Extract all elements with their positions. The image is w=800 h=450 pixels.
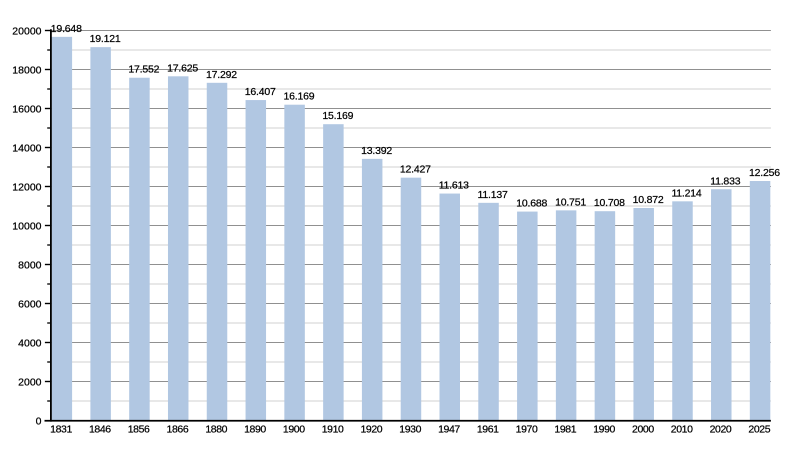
svg-text:1831: 1831 [50, 423, 72, 435]
svg-text:2010: 2010 [671, 423, 693, 435]
svg-text:2000: 2000 [18, 377, 42, 389]
svg-text:10.688: 10.688 [516, 198, 547, 210]
svg-text:16.407: 16.407 [245, 86, 276, 98]
svg-text:1856: 1856 [128, 423, 150, 435]
svg-text:1880: 1880 [205, 423, 227, 435]
svg-text:1920: 1920 [360, 423, 382, 435]
svg-text:1930: 1930 [399, 423, 421, 435]
svg-text:1981: 1981 [554, 423, 576, 435]
svg-text:0: 0 [36, 416, 42, 428]
svg-text:1866: 1866 [167, 423, 189, 435]
svg-text:15.169: 15.169 [322, 110, 353, 122]
svg-text:11.137: 11.137 [477, 189, 507, 201]
svg-text:1846: 1846 [89, 423, 111, 435]
svg-text:10.872: 10.872 [633, 194, 664, 206]
svg-text:1947: 1947 [438, 423, 460, 435]
svg-text:12000: 12000 [12, 182, 41, 194]
svg-text:1990: 1990 [593, 423, 615, 435]
svg-text:10000: 10000 [12, 221, 41, 233]
svg-text:2000: 2000 [632, 423, 654, 435]
svg-text:8000: 8000 [18, 260, 42, 272]
svg-text:6000: 6000 [18, 299, 42, 311]
svg-text:1970: 1970 [516, 423, 538, 435]
svg-text:1910: 1910 [322, 423, 344, 435]
svg-text:17.292: 17.292 [206, 69, 237, 81]
svg-text:11.613: 11.613 [439, 180, 469, 192]
svg-text:10.751: 10.751 [555, 196, 586, 208]
svg-text:17.552: 17.552 [128, 64, 159, 76]
svg-text:12.256: 12.256 [749, 167, 780, 179]
svg-text:11.214: 11.214 [671, 187, 701, 199]
svg-text:12.427: 12.427 [400, 164, 431, 176]
svg-text:16.169: 16.169 [284, 91, 315, 103]
svg-text:10.708: 10.708 [594, 197, 625, 209]
svg-text:14000: 14000 [12, 143, 41, 155]
svg-text:19.121: 19.121 [90, 33, 121, 45]
svg-text:1890: 1890 [244, 423, 266, 435]
svg-text:2025: 2025 [748, 423, 770, 435]
svg-text:19.648: 19.648 [51, 23, 82, 35]
svg-text:1961: 1961 [477, 423, 499, 435]
svg-text:2020: 2020 [710, 423, 732, 435]
svg-text:1900: 1900 [283, 423, 305, 435]
svg-text:4000: 4000 [18, 338, 42, 350]
svg-text:20000: 20000 [12, 26, 41, 38]
svg-text:16000: 16000 [12, 104, 41, 116]
svg-text:17.625: 17.625 [167, 62, 198, 74]
svg-text:13.392: 13.392 [361, 145, 392, 157]
svg-text:11.833: 11.833 [710, 175, 740, 187]
svg-text:18000: 18000 [12, 65, 41, 77]
